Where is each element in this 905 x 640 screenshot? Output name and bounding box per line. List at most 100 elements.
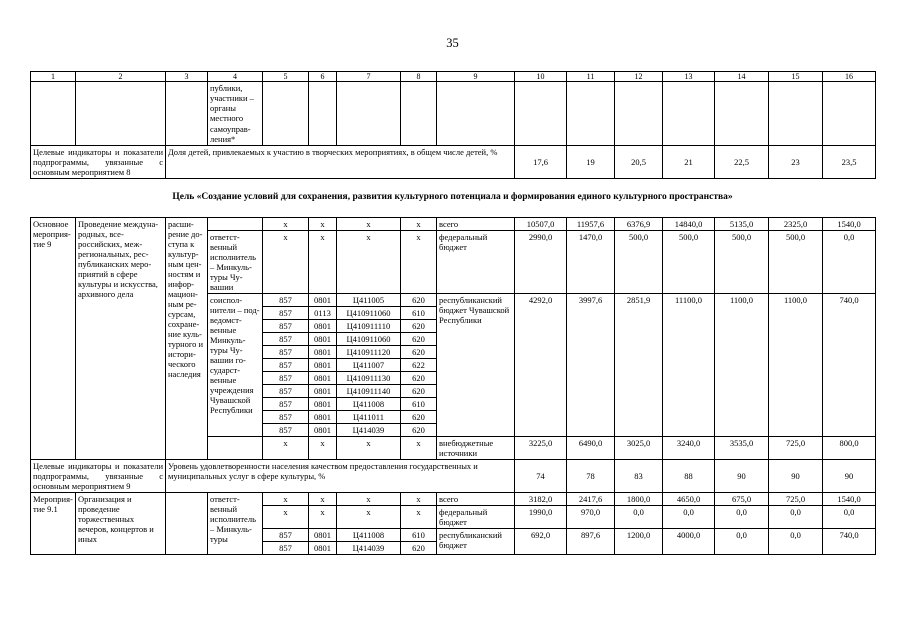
- table-cell: [768, 81, 823, 146]
- budget-value: 3535,0: [714, 435, 769, 460]
- budget-code: Ц411008: [336, 396, 401, 411]
- budget-code: 857: [262, 357, 309, 372]
- budget-code: 0801: [308, 540, 337, 556]
- budget-code: 857: [262, 527, 309, 543]
- budget-value: 11100,0: [662, 292, 715, 437]
- table-row: Целевые индикаторы и показатели подпрогр…: [30, 458, 876, 493]
- budget-source: всего: [436, 216, 515, 231]
- table-cell: [207, 216, 263, 231]
- budget-code: 857: [262, 292, 309, 307]
- budget-value: 2325,0: [768, 216, 823, 231]
- budget-value: 500,0: [662, 229, 715, 294]
- budget-value: 740,0: [822, 527, 876, 556]
- indicator-value: 83: [614, 458, 663, 493]
- indicator-value: 23,5: [822, 144, 876, 179]
- table-row: 857 0801 Ц411011 620: [31, 409, 876, 424]
- x-mark: х: [308, 504, 337, 529]
- budget-code: 0801: [308, 331, 337, 346]
- x-mark: х: [262, 216, 309, 231]
- x-mark: х: [262, 504, 309, 529]
- indicator-value: 19: [566, 144, 615, 179]
- measure-label: Меро­прия­тие 9.1: [30, 491, 76, 556]
- budget-code: 620: [400, 344, 437, 359]
- budget-value: 1540,0: [822, 216, 876, 231]
- budget-value: 1100,0: [714, 292, 769, 437]
- col-number: 2: [75, 70, 166, 83]
- x-mark: х: [336, 435, 401, 460]
- budget-code: Ц414039: [336, 422, 401, 437]
- table-row: ответст­венный исполни­тель – Минкуль­ту…: [31, 229, 876, 294]
- indicator-label: Целевые индикаторы и показатели подпрогр…: [30, 144, 166, 179]
- budget-value: 970,0: [566, 504, 615, 529]
- table-row: публики, участни­ки – органы местного са…: [30, 81, 876, 146]
- budget-code: 620: [400, 331, 437, 346]
- budget-code: 0801: [308, 383, 337, 398]
- budget-value: 1800,0: [614, 491, 663, 506]
- x-mark: х: [308, 229, 337, 294]
- budget-code: 857: [262, 383, 309, 398]
- indicator-value: 17,6: [514, 144, 567, 179]
- table-row: соиспол­нители – под­ведомст­венные Минк…: [31, 292, 876, 437]
- x-mark: х: [262, 229, 309, 294]
- indicator-value: 20,5: [614, 144, 663, 179]
- budget-value: 0,0: [662, 504, 715, 529]
- budget-code: 610: [400, 527, 437, 543]
- budget-source: внебюджетные источники: [436, 435, 515, 460]
- budget-value: 0,0: [822, 229, 876, 294]
- budget-value: 6490,0: [566, 435, 615, 460]
- col-number: 3: [165, 70, 208, 83]
- measure-goal: расши­рение до­ступа к культур­ным цен­н…: [165, 216, 208, 460]
- budget-code: 0113: [308, 305, 337, 320]
- budget-code: Ц410911060: [336, 305, 401, 320]
- table-row: 1 2 3 4 5 6 7 8 9 10 11 12 13 14 15 16: [30, 70, 876, 83]
- table-row: Целевые индикаторы и показатели подпрогр…: [30, 144, 876, 179]
- budget-value: 1990,0: [514, 504, 567, 529]
- col-number: 16: [822, 70, 876, 83]
- table-row: Меро­прия­тие 9.1 Организация и проведени…: [30, 491, 876, 556]
- table-row: Основ­ное ме­роприя­тие 9 Проведение межд…: [30, 216, 876, 460]
- executor-label: ответст­венный исполни­тель – Минкуль­ту…: [207, 491, 263, 556]
- table-row: 857 0801 Ц410911130 620: [31, 370, 876, 385]
- col-number: 9: [436, 70, 515, 83]
- budget-code: 0801: [308, 370, 337, 385]
- budget-value: 740,0: [822, 292, 876, 437]
- budget-source: федеральный бюджет: [436, 504, 515, 529]
- col-number: 13: [662, 70, 715, 83]
- indicator-value: 74: [514, 458, 567, 493]
- budget-code: 0801: [308, 396, 337, 411]
- table-row: 857 0801 Ц410911110 620: [31, 318, 876, 333]
- budget-code: 857: [262, 370, 309, 385]
- indicator-value: 88: [662, 458, 715, 493]
- x-mark: х: [336, 504, 401, 529]
- budget-value: 500,0: [714, 229, 769, 294]
- page-number: 35: [446, 36, 459, 50]
- table-cell: [165, 81, 208, 146]
- budget-code: 0801: [308, 357, 337, 372]
- measure-label: Основ­ное ме­роприя­тие 9: [30, 216, 76, 460]
- budget-code: Ц411008: [336, 527, 401, 543]
- table-row: 857 0801 Ц410911120 620: [31, 344, 876, 359]
- table-cell: [262, 81, 309, 146]
- budget-code: 620: [400, 292, 437, 307]
- budget-code: Ц410911140: [336, 383, 401, 398]
- measure-description: Проведение междуна­родных, все­российски…: [75, 216, 166, 460]
- budget-code: Ц411007: [336, 357, 401, 372]
- x-mark: х: [262, 491, 309, 506]
- table-cell: [336, 81, 401, 146]
- executor-label: ответст­венный исполни­тель – Минкуль­ту…: [207, 229, 263, 294]
- budget-code: 620: [400, 422, 437, 437]
- budget-code: 857: [262, 305, 309, 320]
- col-number: 6: [308, 70, 337, 83]
- table-row: х х х х федеральный бюджет 1990,0 970,0 0,0 0,0 0…: [31, 504, 876, 529]
- col-number: 7: [336, 70, 401, 83]
- budget-value: 725,0: [768, 491, 823, 506]
- indicator-label: Целевые индикаторы и показатели подпрогр…: [30, 458, 166, 493]
- budget-value: 14840,0: [662, 216, 715, 231]
- budget-code: Ц410911110: [336, 318, 401, 333]
- table-row: х х х х внебюджетные источники 3225,0 6490,0 30…: [31, 435, 876, 460]
- budget-value: 692,0: [514, 527, 567, 556]
- budget-value: 2417,6: [566, 491, 615, 506]
- table-cell: [400, 81, 437, 146]
- budget-code: Ц410911060: [336, 331, 401, 346]
